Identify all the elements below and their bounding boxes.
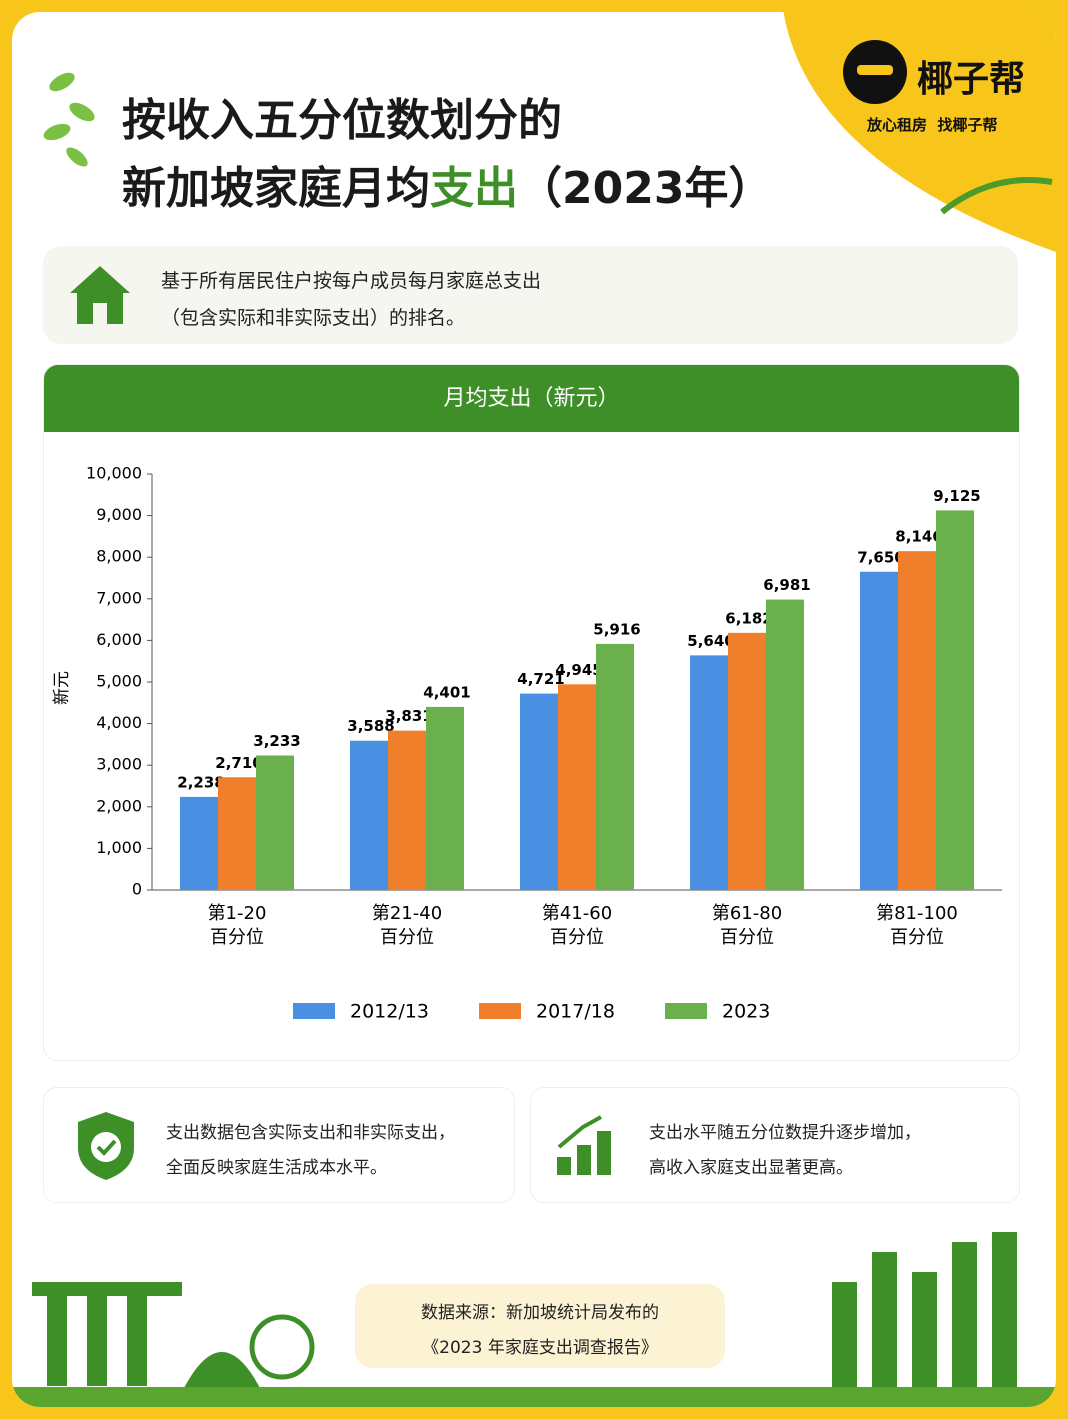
y-tick-label: 10,000 [86, 464, 142, 483]
value-label: 4,401 [423, 683, 470, 701]
chart: 新元 0 1,000 2,000 3,000 4,000 5,000 6,000 7,000 8… [52, 464, 1002, 1023]
legend-label: 2023 [722, 1001, 770, 1023]
y-tick-label: 1,000 [96, 838, 142, 857]
value-label: 8,146 [895, 528, 942, 546]
value-label: 4,945 [555, 661, 602, 679]
x-tick-label: 百分位 [210, 927, 264, 948]
note-text: 支出数据包含实际支出和非实际支出， [166, 1123, 455, 1143]
source-text: 《2023 年家庭支出调查报告》 [422, 1338, 658, 1358]
title-highlight: 支出 [430, 163, 518, 214]
y-tick-label: 6,000 [96, 630, 142, 649]
value-label: 3,233 [253, 732, 300, 750]
legend-swatch [665, 1003, 707, 1019]
card: 椰子帮 放心租房 找椰子帮 按收入五分位数划分的 新加坡家庭月均支出（2023年… [12, 12, 1056, 1407]
bar [256, 755, 294, 890]
legend-swatch [293, 1003, 335, 1019]
brand-slogan: 放心租房 找椰子帮 [867, 116, 998, 134]
x-tick-label: 第1-20 [208, 903, 267, 924]
legend-label: 2017/18 [536, 1001, 615, 1023]
x-tick-label: 百分位 [550, 927, 604, 948]
intro-box: 基于所有居民住户按每户成员每月家庭总支出 （包含实际和非实际支出）的排名。 [43, 246, 1018, 344]
bar [936, 510, 974, 890]
chart-title: 月均支出（新元） [44, 365, 1019, 432]
legend-label: 2012/13 [350, 1001, 429, 1023]
value-label: 9,125 [933, 487, 980, 505]
title-line: 按收入五分位数划分的 [122, 95, 562, 146]
value-label: 5,916 [593, 620, 640, 638]
y-tick-label: 9,000 [96, 505, 142, 524]
title-part: 新加坡家庭月均 [122, 163, 430, 214]
value-label: 4,721 [517, 670, 564, 688]
bar [728, 632, 766, 890]
y-tick-label: 8,000 [96, 547, 142, 566]
x-tick-label: 第81-100 [876, 903, 958, 924]
x-tick-label: 第41-60 [542, 903, 612, 924]
note-text: 支出水平随五分位数提升逐步增加， [649, 1123, 921, 1143]
bar [388, 730, 426, 890]
growth-icon [557, 1115, 611, 1175]
decor [12, 12, 1056, 1407]
shield-icon [78, 1112, 134, 1180]
bar [558, 684, 596, 890]
value-label: 6,182 [725, 609, 772, 627]
bar [766, 599, 804, 890]
bar [860, 571, 898, 890]
y-tick-label: 7,000 [96, 588, 142, 607]
title-part: （2023年） [518, 163, 773, 214]
y-axis-label: 新元 [52, 671, 72, 705]
bar [180, 796, 218, 890]
y-tick-label: 5,000 [96, 672, 142, 691]
legend-swatch [479, 1003, 521, 1019]
bar [218, 777, 256, 890]
note-text: 全面反映家庭生活成本水平。 [166, 1158, 387, 1178]
value-label: 3,831 [385, 707, 432, 725]
note-card: 支出水平随五分位数提升逐步增加， 高收入家庭支出显著更高。 [530, 1087, 1020, 1203]
bar [520, 693, 558, 890]
house-icon [70, 266, 130, 324]
y-tick-label: 3,000 [96, 755, 142, 774]
x-tick-label: 第61-80 [712, 903, 782, 924]
value-label: 2,238 [177, 773, 224, 791]
value-label: 6,981 [763, 576, 810, 594]
source-box: 数据来源：新加坡统计局发布的 《2023 年家庭支出调查报告》 [355, 1284, 725, 1368]
intro-text: （包含实际和非实际支出）的排名。 [161, 307, 466, 329]
bar [690, 655, 728, 890]
note-text: 高收入家庭支出显著更高。 [649, 1158, 853, 1178]
x-tick-label: 百分位 [720, 927, 774, 948]
x-tick-label: 第21-40 [372, 903, 442, 924]
value-label: 2,710 [215, 754, 262, 772]
value-label: 7,650 [857, 548, 904, 566]
y-tick-label: 0 [132, 880, 142, 899]
value-label: 5,640 [687, 632, 734, 650]
note-card: 支出数据包含实际支出和非实际支出， 全面反映家庭生活成本水平。 [43, 1087, 515, 1203]
x-tick-label: 百分位 [380, 927, 434, 948]
title-line: 新加坡家庭月均支出（2023年） [122, 152, 772, 216]
bar [350, 740, 388, 890]
intro-text: 基于所有居民住户按每户成员每月家庭总支出 [161, 270, 542, 292]
brand-name: 椰子帮 [917, 59, 1026, 100]
bar [596, 643, 634, 890]
bar [898, 551, 936, 890]
source-text: 数据来源：新加坡统计局发布的 [421, 1303, 659, 1323]
y-tick-label: 2,000 [96, 796, 142, 815]
value-label: 3,588 [347, 717, 394, 735]
y-tick-label: 4,000 [96, 713, 142, 732]
bar [426, 706, 464, 890]
x-tick-label: 百分位 [890, 927, 944, 948]
